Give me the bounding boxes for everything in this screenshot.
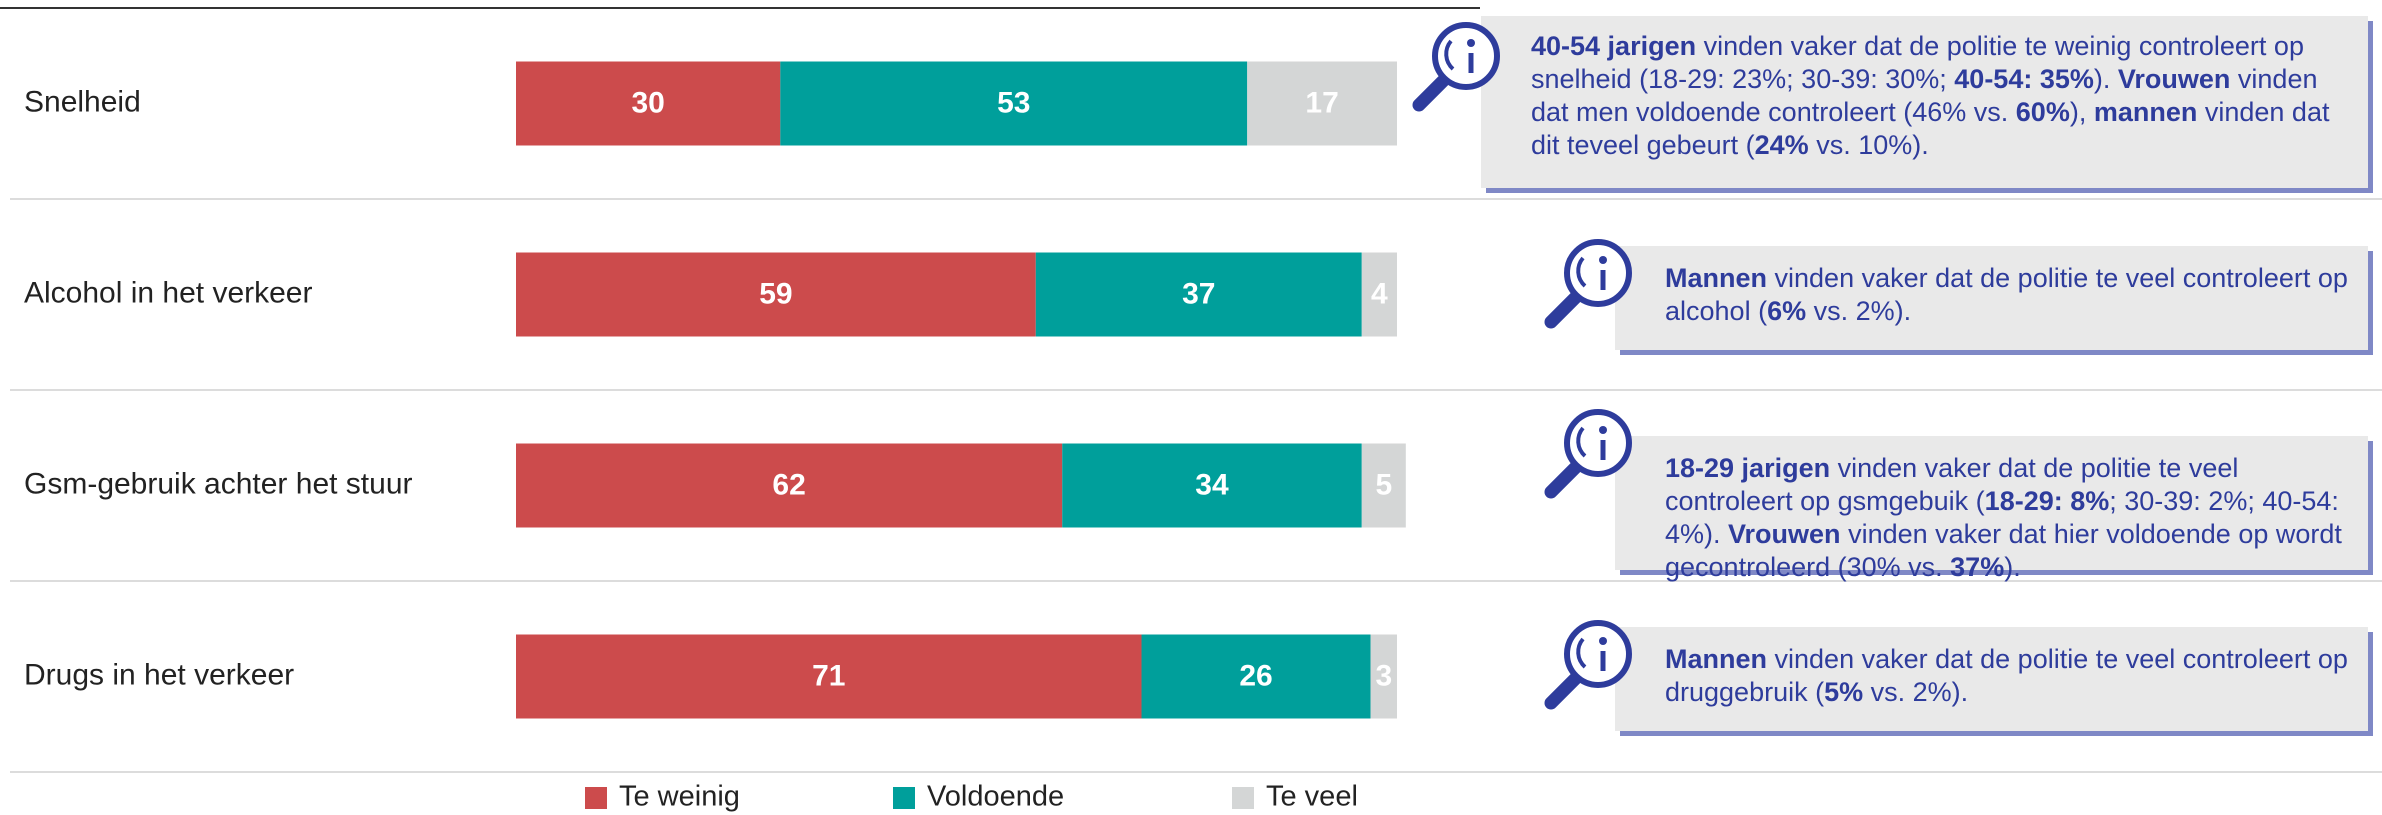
annotation-emphasis: Vrouwen [2117, 64, 2231, 94]
value-label: 62 [772, 468, 805, 501]
annotation-emphasis: 37% [1950, 552, 2005, 582]
annotation-segment: vs. 10%). [1808, 130, 1929, 160]
value-label: 3 [1375, 659, 1392, 692]
annotation-emphasis: 24% [1754, 130, 1809, 160]
annotation-emphasis: Vrouwen [1728, 519, 1841, 549]
info-icon [1412, 22, 1500, 112]
value-label: 59 [759, 277, 792, 310]
annotation-emphasis: mannen [2093, 97, 2198, 127]
annotation-emphasis: 40-54 jarigen [1531, 31, 1697, 61]
annotation-box: Mannen vinden vaker dat de politie te ve… [1544, 239, 2368, 350]
category-label: Snelheid [24, 85, 141, 118]
annotation-text: 40-54 jarigen vinden vaker dat de politi… [1531, 30, 2354, 162]
value-label: 53 [997, 86, 1030, 119]
annotation-emphasis: Mannen [1665, 263, 1768, 293]
value-label: 71 [812, 659, 845, 692]
value-label: 4 [1371, 277, 1388, 310]
bar-segment [1062, 443, 1362, 528]
legend-label: Te veel [1266, 781, 1358, 813]
annotation-box: Mannen vinden vaker dat de politie te ve… [1544, 620, 2368, 731]
bar-segment [1370, 634, 1397, 719]
bar-segment [1361, 252, 1397, 337]
annotation-text: Mannen vinden vaker dat de politie te ve… [1665, 643, 2354, 709]
category-label: Alcohol in het verkeer [24, 276, 313, 309]
annotation-emphasis: Mannen [1665, 644, 1768, 674]
annotation-emphasis: 40-54: 35% [1954, 64, 2094, 94]
category-label: Drugs in het verkeer [24, 658, 294, 691]
annotation-segment: vinden vaker dat de politie te veel cont… [1665, 453, 2239, 516]
annotation-emphasis: 6% [1767, 296, 1807, 326]
annotation-text: Mannen vinden vaker dat de politie te ve… [1665, 262, 2354, 328]
bar-segment [780, 61, 1248, 146]
annotation-box: 40-54 jarigen vinden vaker dat de politi… [1412, 16, 2368, 188]
annotation-emphasis: 60% [2015, 97, 2070, 127]
bar-segment [516, 61, 781, 146]
value-label: 34 [1195, 468, 1229, 501]
annotation-segment: ), [2069, 97, 2094, 127]
annotation-segment: vinden vaker dat de politie te veel cont… [1665, 644, 2348, 707]
legend-swatch [1232, 787, 1254, 809]
annotation-segment: ). [2004, 552, 2021, 582]
annotation-segment: vs. 2%). [1806, 296, 1912, 326]
legend-swatch [893, 787, 915, 809]
annotation-segment: ). [2093, 64, 2118, 94]
bar-segment [516, 634, 1142, 719]
value-label: 37 [1182, 277, 1215, 310]
annotation-emphasis: 18-29 jarigen [1665, 453, 1831, 483]
annotation-emphasis: 5% [1824, 677, 1864, 707]
annotation-segment: vinden vaker dat de politie te weinig co… [1531, 31, 2304, 94]
annotation-box: 18-29 jarigen vinden vaker dat de politi… [1544, 409, 2368, 582]
legend-label: Te weinig [619, 781, 740, 813]
annotation-emphasis: 18-29: 8% [1984, 486, 2110, 516]
bar-segment [516, 252, 1036, 337]
legend-label: Voldoende [927, 781, 1064, 813]
annotation-segment: vs. 2%). [1863, 677, 1969, 707]
annotation-text: 18-29 jarigen vinden vaker dat de politi… [1665, 452, 2354, 584]
annotation-segment: vinden vaker dat de politie te veel cont… [1665, 263, 2348, 326]
value-label: 26 [1239, 659, 1272, 692]
info-icon [1544, 239, 1632, 329]
info-icon [1544, 620, 1632, 710]
bar-segment [1035, 252, 1362, 337]
bar-segment [1361, 443, 1406, 528]
info-icon [1544, 409, 1632, 499]
annotation-segment: vinden dat dit teveel gebeurt ( [1531, 97, 2330, 160]
bar-segment [1141, 634, 1371, 719]
annotation-segment: ; 30-39: 2%; 40-54: 4%). [1665, 486, 2339, 549]
legend-swatch [585, 787, 607, 809]
annotation-segment: vinden dat men voldoende controleert (46… [1531, 64, 2318, 127]
bar-segment [516, 443, 1063, 528]
category-label: Gsm-gebruik achter het stuur [24, 467, 413, 500]
bar-segment [1247, 61, 1397, 146]
value-label: 30 [631, 86, 664, 119]
annotation-segment: vinden vaker dat hier voldoende op wordt… [1665, 519, 2342, 582]
value-label: 17 [1305, 86, 1338, 119]
value-label: 5 [1375, 468, 1392, 501]
